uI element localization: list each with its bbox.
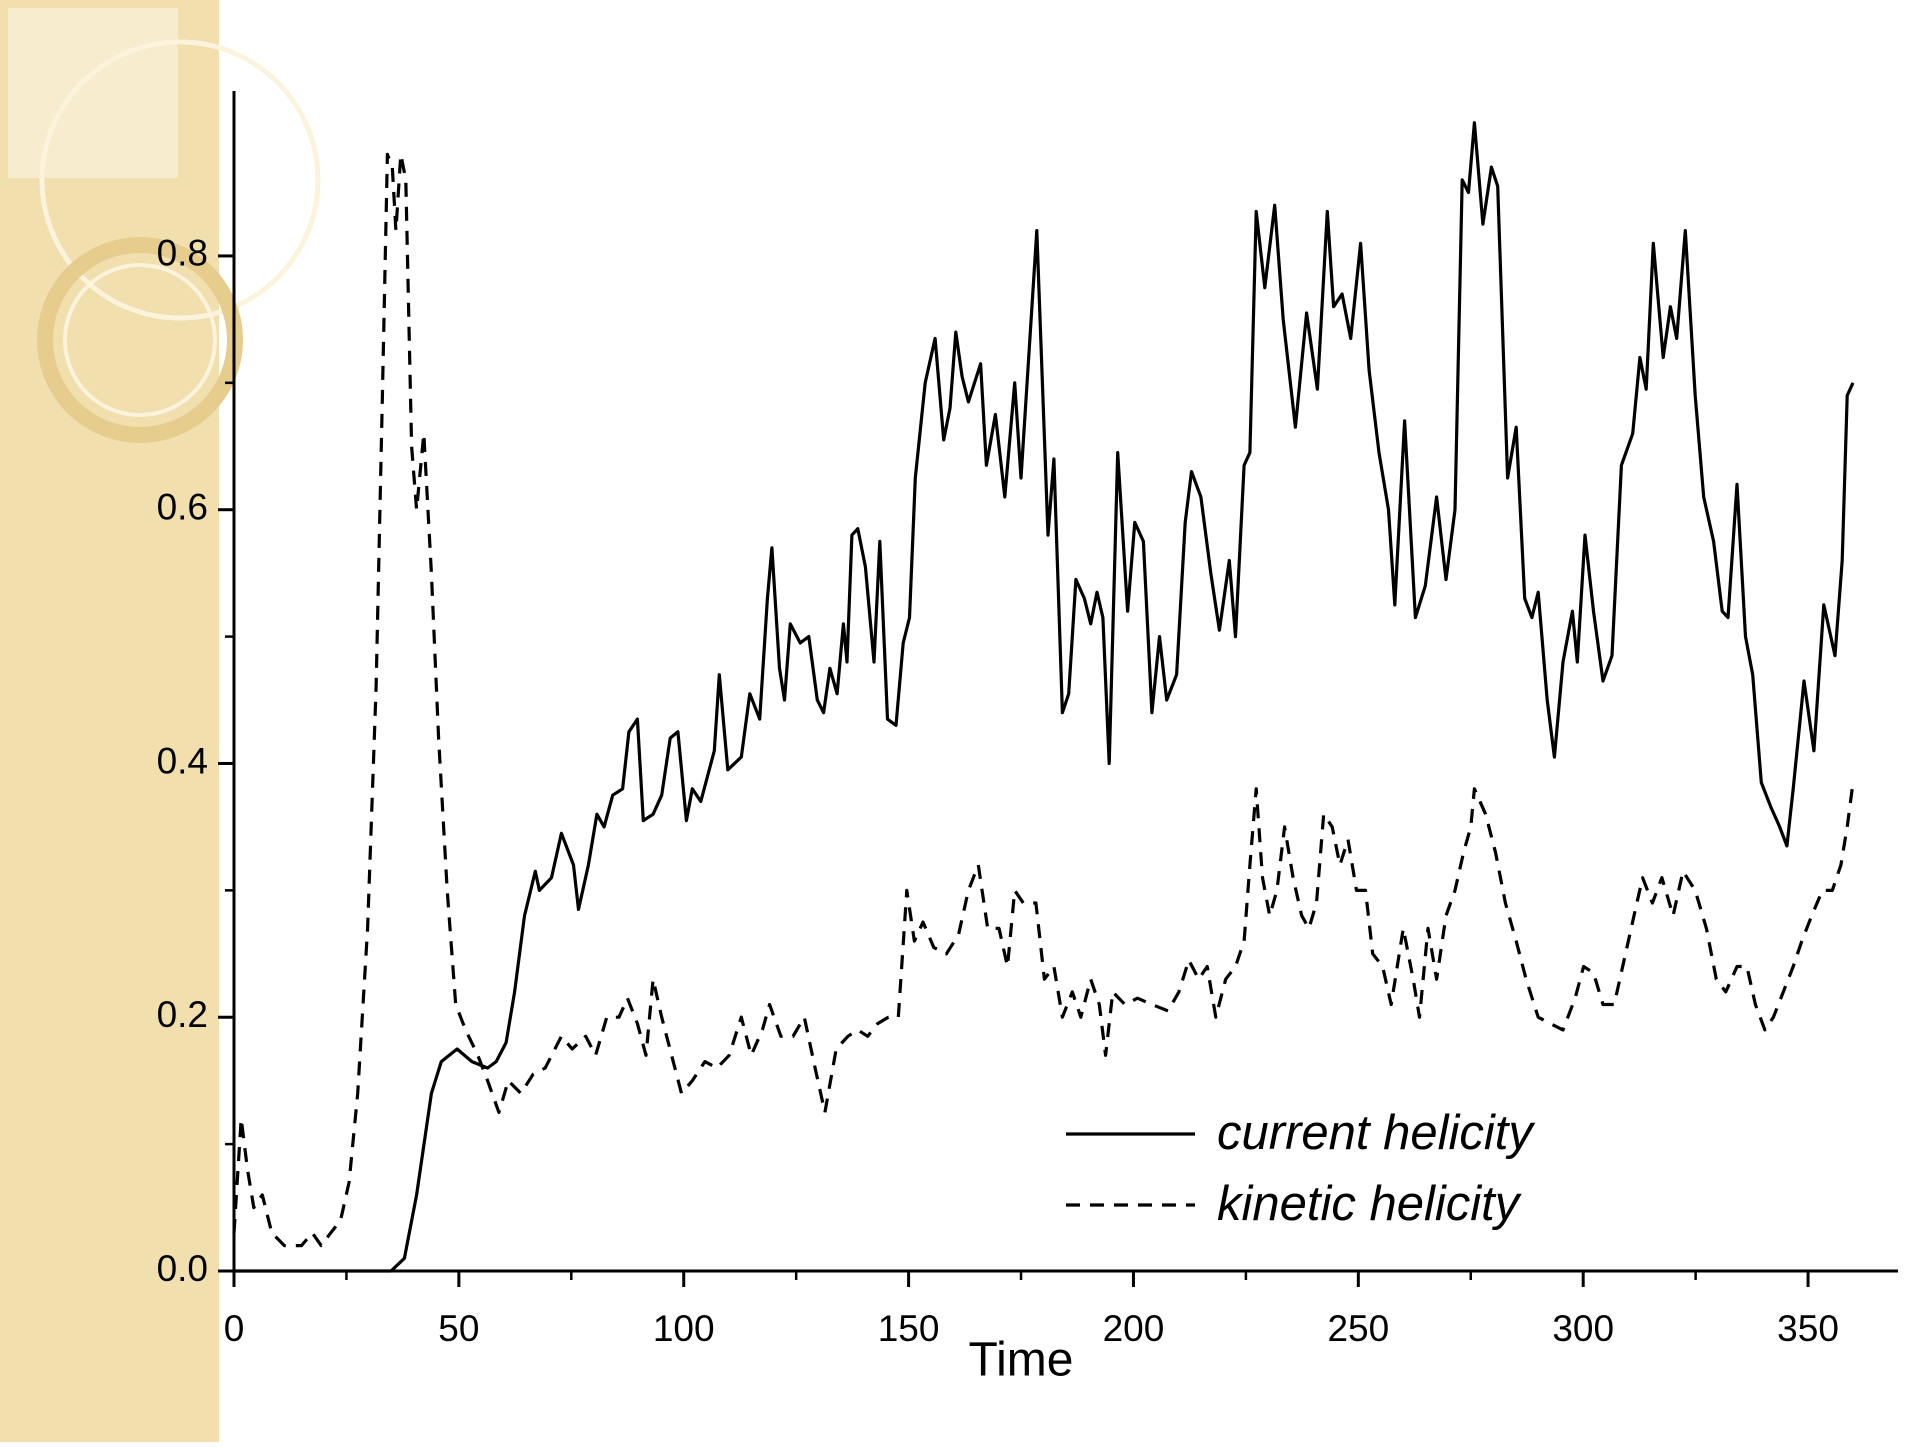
x-tick-label: 100	[653, 1308, 715, 1349]
x-tick-label: 150	[878, 1308, 940, 1349]
x-tick-label: 50	[438, 1308, 479, 1349]
x-tick-label: 0	[224, 1308, 245, 1349]
decoration	[0, 0, 321, 1442]
y-tick-label: 0.4	[157, 740, 208, 781]
y-tick-label: 0.2	[157, 994, 208, 1035]
y-tick-label: 0.6	[157, 486, 208, 527]
y-tick-label: 0.8	[157, 233, 208, 274]
x-axis-title: Time	[969, 1334, 1074, 1387]
x-tick-label: 300	[1552, 1308, 1614, 1349]
series-line	[232, 152, 1855, 1248]
y-tick-label: 0.0	[157, 1248, 208, 1289]
legend-label: current helicity	[1217, 1106, 1535, 1160]
x-tick-label: 200	[1103, 1308, 1165, 1349]
legend-label: kinetic helicity	[1217, 1177, 1522, 1231]
series-line	[234, 121, 1855, 1273]
x-tick-label: 350	[1777, 1308, 1839, 1349]
x-tick-label: 250	[1327, 1308, 1389, 1349]
